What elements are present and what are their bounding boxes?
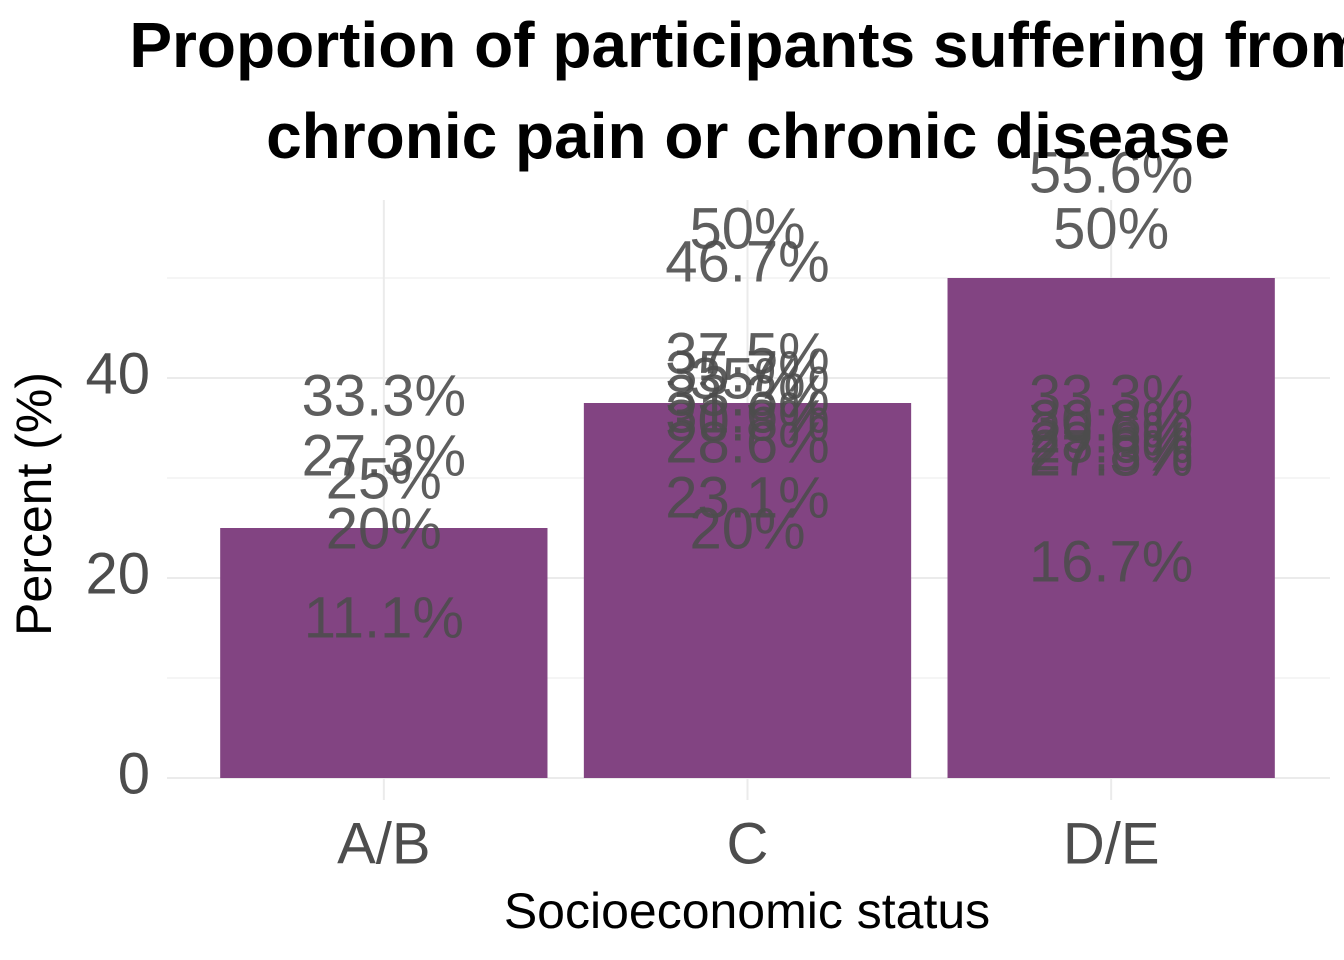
data-label: 50% [689,196,805,261]
chart-title: Proportion of participants suffering fro… [129,9,1344,81]
data-label: 28.6% [665,410,829,475]
bar [583,403,912,778]
x-tick-label: A/B [337,811,431,876]
bar [947,278,1275,778]
y-tick-label: 0 [118,741,150,806]
data-label: 33.3% [302,363,466,428]
data-label: 33.3% [665,363,829,428]
data-label: 55.6% [1029,140,1193,205]
data-label: 11.1% [304,585,464,650]
data-label: 35.7% [665,339,829,404]
bar [220,528,548,778]
data-label: 35% [689,346,805,411]
x-tick-label: D/E [1063,811,1160,876]
data-label: 16.7% [1029,529,1193,594]
data-label: 30.8% [665,388,829,453]
data-label: 50% [1053,196,1169,261]
x-tick-label: C [727,811,769,876]
data-label: 23.1% [665,465,829,530]
y-axis-title: Percent (%) [6,372,62,636]
data-label: 28.6% [1029,410,1193,475]
y-tick-label: 40 [85,341,150,406]
x-axis-title: Socioeconomic status [504,883,990,939]
data-label: 31.6% [665,380,829,445]
data-label: 27.3% [302,423,466,488]
data-label: 27.8% [1029,418,1193,483]
data-label: 27.3% [1029,423,1193,488]
data-label: 30.8% [1029,388,1193,453]
data-label: 46.7% [665,229,829,294]
data-label: 33.3% [1029,363,1193,428]
data-label: 37.5% [665,321,829,386]
data-label: 25% [326,446,442,511]
data-label: 20% [326,496,442,561]
data-label: 29.6% [1029,400,1193,465]
chart-title: chronic pain or chronic disease [266,100,1230,172]
y-tick-label: 20 [85,541,150,606]
data-label: 20% [689,496,805,561]
